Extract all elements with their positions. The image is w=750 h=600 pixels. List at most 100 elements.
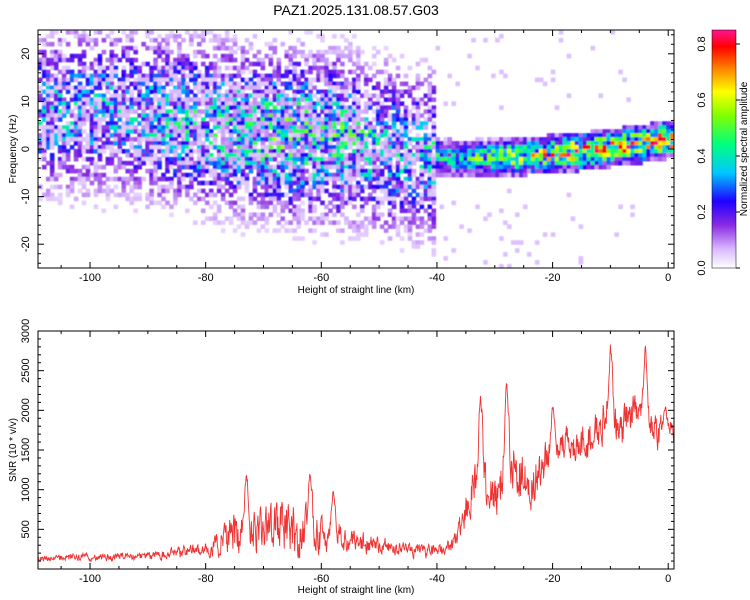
- heatmap-cell: [566, 156, 572, 162]
- heatmap-cell: [81, 137, 87, 142]
- heatmap-cell: [340, 156, 345, 162]
- heatmap-cell: [443, 164, 449, 170]
- heatmap-cell: [113, 101, 119, 106]
- heatmap-cell: [582, 133, 588, 138]
- heatmap-cell: [443, 156, 449, 162]
- heatmap-cell: [252, 180, 258, 186]
- heatmap-cell: [141, 113, 146, 118]
- heatmap-cell: [97, 69, 103, 75]
- heatmap-cell: [256, 117, 262, 122]
- heatmap-cell: [304, 109, 309, 114]
- heatmap-cell: [447, 160, 453, 166]
- heatmap-cell: [296, 152, 301, 158]
- heatmap-cell: [479, 145, 484, 150]
- heatmap-cell: [81, 101, 87, 106]
- heatmap-cell: [89, 65, 95, 71]
- heatmap-cell: [363, 184, 369, 190]
- heatmap-cell: [57, 196, 63, 202]
- heatmap-cell: [443, 137, 449, 142]
- heatmap-cell: [85, 133, 91, 138]
- heatmap-cell: [292, 164, 297, 170]
- heatmap-cell: [224, 176, 230, 182]
- heatmap-cell: [328, 45, 333, 51]
- heatmap-cell: [280, 192, 286, 198]
- heatmap-cell: [141, 105, 146, 110]
- heatmap-cell: [97, 105, 103, 110]
- heatmap-cell: [292, 61, 297, 67]
- heatmap-cell: [248, 152, 254, 158]
- heatmap-cell: [495, 137, 500, 142]
- heatmap-cell: [324, 180, 329, 186]
- heatmap-cell: [264, 109, 270, 114]
- heatmap-cell: [582, 160, 588, 166]
- heatmap-cell: [121, 81, 127, 87]
- heatmap-cell: [173, 61, 178, 67]
- heatmap-cell: [97, 164, 103, 170]
- heatmap-cell: [491, 73, 496, 79]
- heatmap-cell: [622, 77, 627, 83]
- heatmap-cell: [97, 152, 103, 158]
- heatmap-cell: [189, 180, 194, 186]
- heatmap-cell: [260, 65, 266, 71]
- heatmap-cell: [45, 57, 51, 63]
- heatmap-cell: [216, 121, 222, 126]
- heatmap-cell: [93, 141, 99, 146]
- heatmap-cell: [105, 196, 111, 202]
- heatmap-cell: [359, 137, 365, 142]
- heatmap-cell: [165, 93, 170, 99]
- heatmap-cell: [105, 65, 111, 71]
- heatmap-cell: [169, 180, 174, 186]
- heatmap-cell: [105, 137, 111, 142]
- heatmap-cell: [169, 204, 174, 210]
- heatmap-cell: [292, 196, 297, 202]
- heatmap-cell: [276, 89, 282, 95]
- heatmap-cell: [240, 109, 246, 114]
- heatmap-cell: [145, 85, 150, 91]
- heatmap-cell: [77, 101, 83, 106]
- heatmap-cell: [391, 216, 397, 221]
- heatmap-cell: [169, 89, 174, 95]
- heatmap-cell: [403, 141, 409, 146]
- heatmap-cell: [630, 141, 635, 146]
- heatmap-cell: [507, 156, 512, 162]
- heatmap-cell: [367, 65, 373, 71]
- heatmap-cell: [308, 129, 313, 134]
- heatmap-cell: [260, 81, 266, 87]
- heatmap-cell: [77, 152, 83, 158]
- heatmap-cell: [324, 77, 329, 83]
- heatmap-cell: [431, 156, 437, 162]
- heatmap-cell: [340, 168, 345, 174]
- heatmap-cell: [101, 81, 107, 87]
- heatmap-cell: [220, 149, 226, 154]
- heatmap-cell: [328, 69, 333, 75]
- heatmap-cell: [93, 164, 99, 170]
- heatmap-cell: [276, 73, 282, 79]
- heatmap-cell: [451, 168, 456, 174]
- heatmap-cell: [38, 156, 43, 162]
- heatmap-cell: [113, 113, 119, 118]
- heatmap-cell: [296, 89, 301, 95]
- heatmap-cell: [77, 137, 83, 142]
- heatmap-cell: [228, 53, 234, 59]
- heatmap-cell: [89, 97, 95, 102]
- heatmap-cell: [352, 172, 357, 178]
- heatmap-cell: [105, 113, 111, 118]
- heatmap-cell: [252, 188, 258, 194]
- heatmap-cell: [252, 69, 258, 75]
- heatmap-cell: [348, 85, 353, 91]
- heatmap-cell: [105, 89, 111, 95]
- heatmap-cell: [598, 129, 604, 134]
- heatmap-cell: [232, 212, 238, 218]
- heatmap-cell: [443, 160, 449, 166]
- heatmap-cell: [53, 30, 59, 35]
- heatmap-cell: [658, 145, 663, 150]
- heatmap-cell: [69, 133, 75, 138]
- heatmap-cell: [200, 117, 206, 122]
- heatmap-cell: [169, 137, 174, 142]
- heatmap-cell: [248, 41, 254, 47]
- heatmap-cell: [296, 216, 301, 221]
- heatmap-cell: [49, 137, 55, 142]
- heatmap-cell: [670, 149, 674, 154]
- heatmap-cell: [292, 160, 297, 166]
- heatmap-cell: [272, 85, 278, 91]
